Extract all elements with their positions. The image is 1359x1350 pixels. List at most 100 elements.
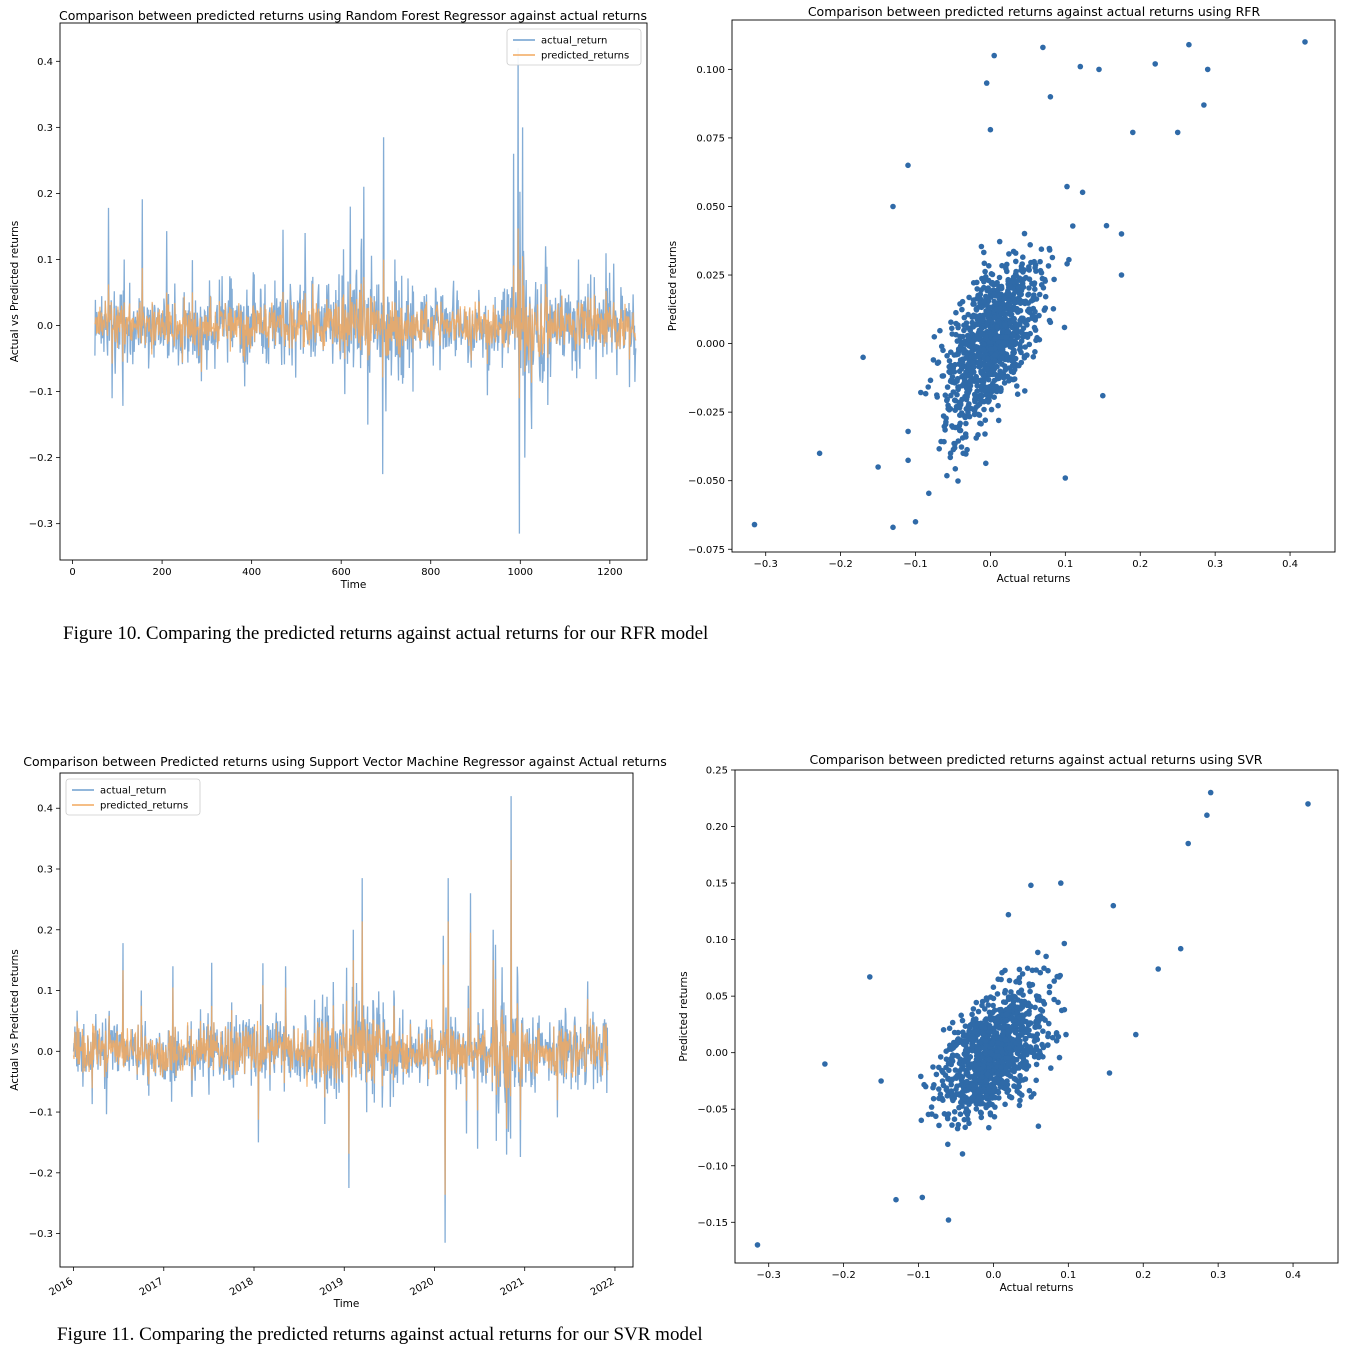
scatter-point [971,408,978,414]
scatter-point [965,361,971,368]
scatter-point [962,1023,969,1029]
scatter-point [1020,269,1026,275]
plot-area [94,48,637,534]
scatter-point [983,294,990,300]
scatter-point-outlier [1110,902,1117,909]
scatter-point [1000,1029,1007,1035]
scatter-point [1046,247,1053,253]
scatter-point [1044,1042,1051,1048]
scatter-point-outlier [754,1242,761,1248]
scatter-point [987,994,994,1000]
scatter-point [945,1075,952,1082]
scatter-point [994,279,1000,286]
scatter-point [1002,1101,1008,1108]
scatter-point [963,1053,970,1059]
scatter-point [976,1066,983,1072]
scatter-point [953,320,959,327]
scatter-point [1045,1030,1052,1037]
scatter-point [975,402,981,409]
scatter-point [1046,989,1053,996]
scatter-point [1006,301,1013,307]
scatter-point [1016,285,1022,291]
scatter-point [980,1031,986,1037]
scatter-point [1026,264,1032,270]
scatter-point [1037,1006,1044,1013]
scatter-point [1005,1071,1011,1078]
y-tick-label: −0.2 [29,1168,53,1179]
scatter-point [997,343,1004,350]
scatter-point [995,1040,1002,1046]
scatter-point [1040,1028,1046,1034]
scatter-point [922,390,929,397]
scatter-point [1053,1038,1060,1044]
scatter-point-outlier [1186,41,1192,48]
scatter-point [986,1086,992,1092]
scatter-point [1045,263,1052,269]
y-tick-label: 0.2 [37,925,53,936]
scatter-point [1016,275,1023,282]
scatter-point-outlier [1177,945,1184,952]
scatter-point [1032,349,1038,355]
scatter-point [962,1124,968,1131]
y-tick-label: 0.000 [696,339,725,350]
scatter-point [999,1071,1005,1077]
scatter-point [964,446,970,453]
scatter-point [1021,230,1028,237]
scatter-points [754,789,1311,1248]
scatter-point [944,397,950,404]
scatter-point [994,1070,1001,1077]
scatter-point [949,1122,955,1128]
scatter-point [1051,996,1057,1003]
scatter-point [1010,317,1017,323]
scatter-point-outlier [1058,880,1064,886]
legend-label-actual_return: actual_return [541,36,607,47]
scatter-point [985,1002,992,1008]
scatter-point [940,373,947,379]
scatter-point [956,1068,963,1074]
scatter-point [918,1117,925,1124]
scatter-point [973,306,980,312]
x-axis-label: Time [333,1298,360,1310]
scatter-point [983,1104,989,1111]
scatter-point [953,1091,959,1098]
scatter-point [977,420,983,427]
scatter-point [943,1056,950,1062]
y-tick-label: −0.025 [688,408,725,419]
scatter-point [953,331,959,338]
scatter-point [972,394,979,400]
y-tick-label: 0.075 [696,133,725,144]
scatter-point [1002,1085,1008,1092]
scatter-point [1021,1064,1027,1071]
scatter-point [953,309,959,316]
y-tick-label: 0.1 [37,986,53,997]
scatter-point [1038,246,1045,252]
scatter-point [993,301,999,307]
scatter-point [999,361,1005,367]
scatter-point [994,991,1001,997]
scatter-point-outlier [1077,63,1084,70]
scatter-point [1017,1006,1024,1012]
scatter-point [962,1038,969,1044]
scatter-point [1032,1023,1039,1030]
scatter-point [1016,1014,1022,1021]
scatter-point [1019,971,1026,977]
scatter-point [969,1011,975,1018]
scatter-point [994,1075,1000,1082]
scatter-point [943,1085,950,1091]
y-axis-label: Predicted returns [667,241,679,331]
x-tick-label: 0.3 [1207,559,1223,570]
scatter-point [987,1110,994,1116]
x-tick-label: 0.1 [1057,559,1073,570]
scatter-point [1033,1077,1039,1084]
scatter-point [1022,388,1028,394]
scatter-point [972,398,978,405]
scatter-point [951,1029,958,1036]
scatter-point [1013,327,1019,334]
scatter-point [951,445,958,451]
scatter-point-outlier [860,354,866,361]
svr-scatter-chart: Comparison between predicted returns aga… [678,752,1339,1294]
scatter-point [944,384,951,390]
scatter-point [972,1072,978,1078]
scatter-point-outlier [1035,1123,1042,1129]
scatter-point [1025,1063,1032,1069]
